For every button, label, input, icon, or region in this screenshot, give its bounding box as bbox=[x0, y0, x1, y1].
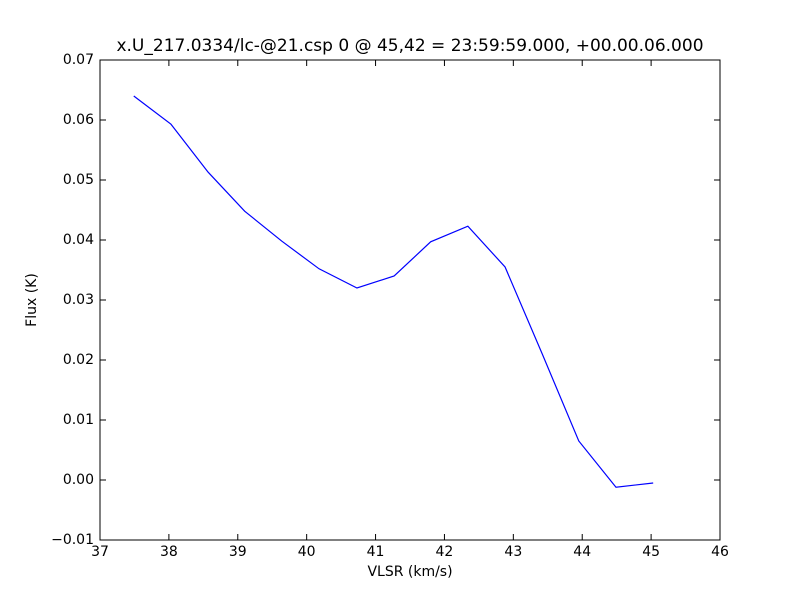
x-tick-label: 41 bbox=[367, 544, 385, 560]
x-tick-label: 42 bbox=[436, 544, 454, 560]
y-tick-label: 0.06 bbox=[63, 112, 94, 128]
y-tick-label: 0.02 bbox=[63, 352, 94, 368]
y-tick-label: 0.03 bbox=[63, 292, 94, 308]
y-tick-label: 0.00 bbox=[63, 472, 94, 488]
x-tick-label: 43 bbox=[504, 544, 522, 560]
y-tick-label: 0.04 bbox=[63, 232, 94, 248]
y-tick-label: −0.01 bbox=[51, 532, 94, 548]
chart-title: x.U_217.0334/lc-@21.csp 0 @ 45,42 = 23:5… bbox=[116, 36, 703, 56]
data-line bbox=[133, 95, 654, 488]
y-tick-label: 0.07 bbox=[63, 52, 94, 68]
x-tick-label: 46 bbox=[711, 544, 729, 560]
x-axis-label: VLSR (km/s) bbox=[367, 564, 452, 580]
x-tick-label: 40 bbox=[298, 544, 316, 560]
y-tick-label: 0.05 bbox=[63, 172, 94, 188]
x-tick-label: 37 bbox=[91, 544, 109, 560]
plot-frame bbox=[99, 59, 721, 541]
x-tick-label: 45 bbox=[642, 544, 660, 560]
y-tick-label: 0.01 bbox=[63, 412, 94, 428]
x-tick-label: 44 bbox=[573, 544, 591, 560]
x-tick-label: 38 bbox=[160, 544, 178, 560]
y-axis-label: Flux (K) bbox=[24, 273, 40, 327]
x-tick-label: 39 bbox=[229, 544, 247, 560]
